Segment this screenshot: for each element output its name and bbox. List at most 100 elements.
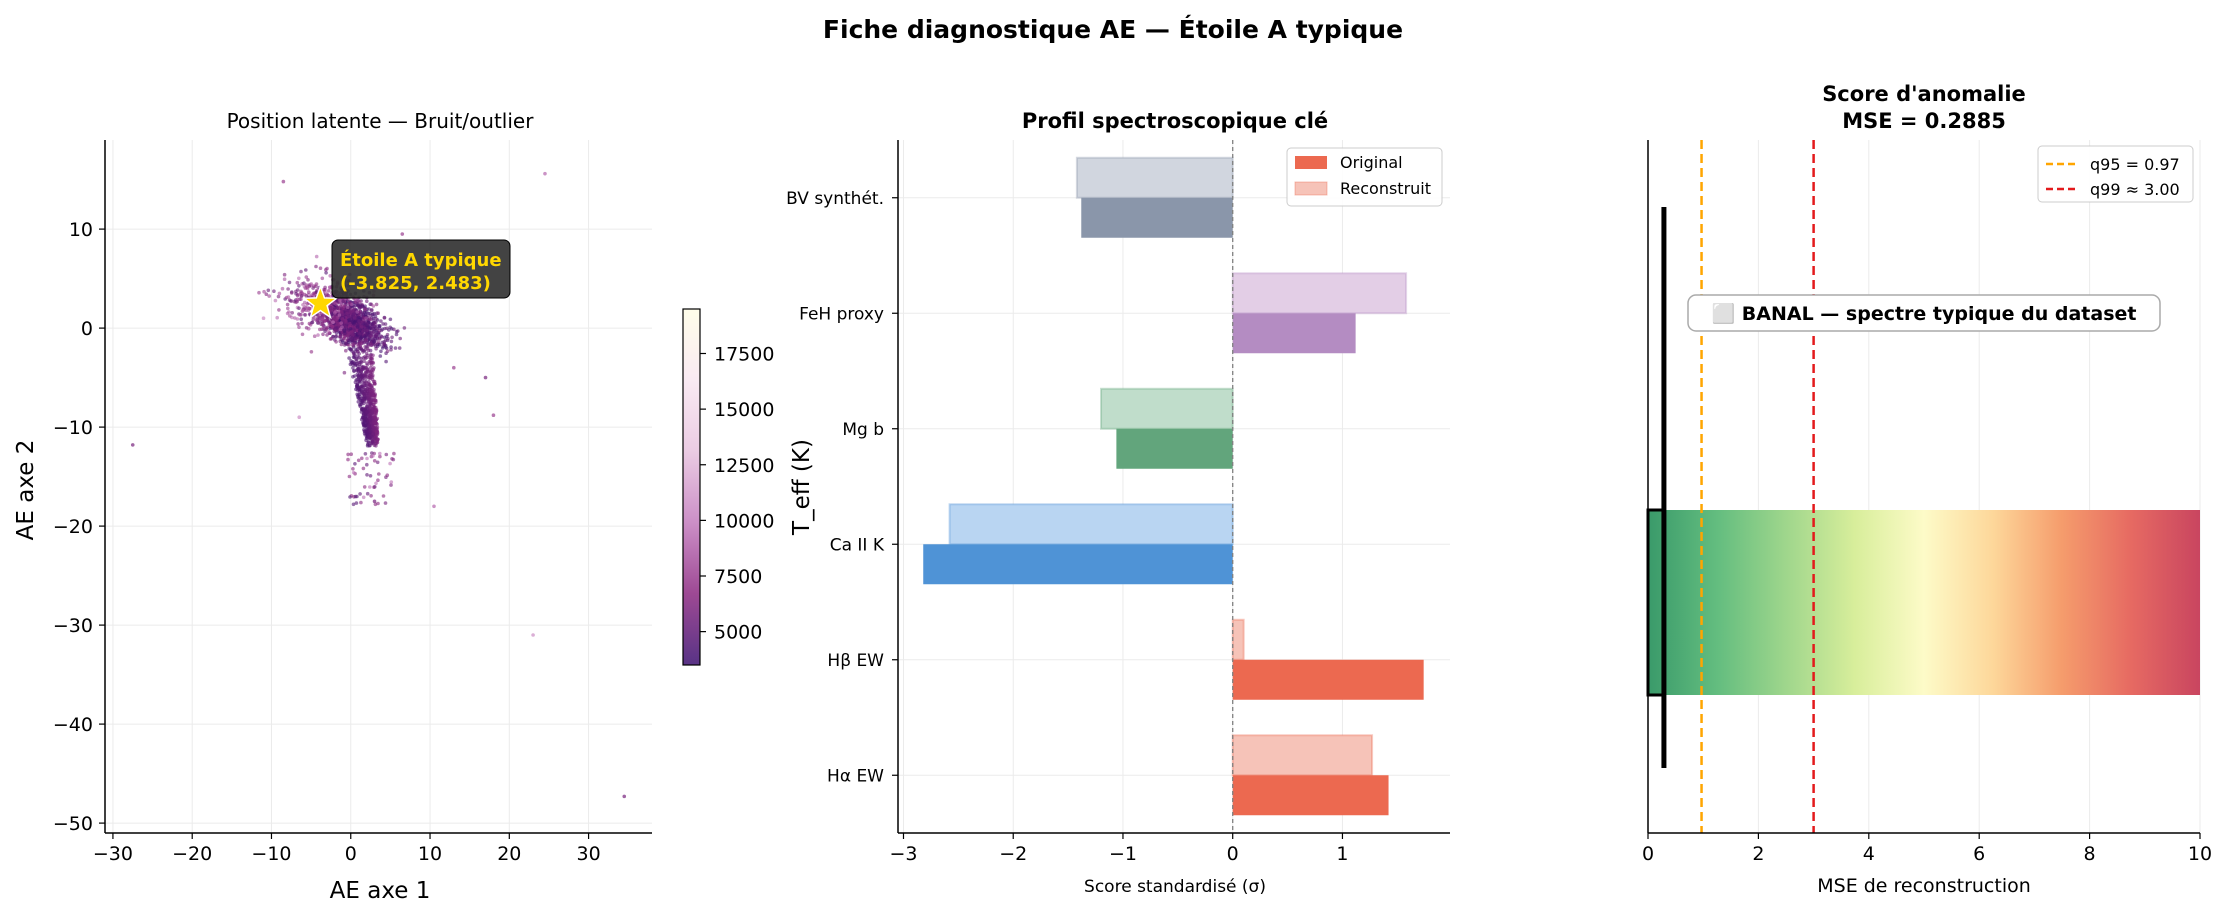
scatter-outlier-point <box>130 443 135 447</box>
scatter-point <box>320 322 325 326</box>
scatter-point <box>342 370 347 375</box>
scatter-point <box>364 312 368 317</box>
x-tick-label: −20 <box>172 843 212 865</box>
scatter-point <box>367 413 371 418</box>
scatter-point <box>360 378 365 382</box>
scatter-point <box>381 494 386 498</box>
bar-reconstruit <box>948 503 1234 546</box>
scatter-point <box>328 274 333 278</box>
anomaly-grid <box>1647 140 2201 833</box>
scatter-point <box>372 459 377 463</box>
legend-label-original: Original <box>1340 153 1403 172</box>
x-tick-label: 0 <box>1227 843 1239 865</box>
scatter-point <box>389 480 394 484</box>
colorbar-tick-label: 17500 <box>714 344 774 366</box>
x-tick-label: −1 <box>1109 843 1137 865</box>
scatter-point <box>346 314 351 319</box>
scatter-outlier-point <box>543 171 547 176</box>
scatter-point <box>370 330 374 335</box>
scatter-point <box>384 452 389 457</box>
scatter-point <box>397 346 402 350</box>
scatter-x-ticks: −30 −20 −10 0 10 20 30 <box>93 833 601 865</box>
scatter-point <box>361 356 366 360</box>
scatter-point <box>358 404 363 409</box>
scatter-point <box>352 361 357 366</box>
scatter-point <box>349 336 354 341</box>
scatter-point <box>288 314 292 318</box>
scatter-point <box>375 335 380 339</box>
anomaly-score-panel: Score d'anomalie MSE = 0.2885 0 2 4 6 8 10 MS… <box>1642 82 2212 897</box>
scatter-outlier-point <box>432 504 436 509</box>
scatter-point <box>372 379 377 384</box>
scatter-point <box>366 442 370 447</box>
legend-label-q95: q95 = 0.97 <box>2090 155 2180 174</box>
figure-title: Fiche diagnostique AE — Étoile A typique <box>823 15 1403 44</box>
scatter-point <box>329 336 334 341</box>
scatter-point <box>335 306 340 311</box>
scatter-point <box>354 387 358 392</box>
scatter-point <box>359 341 364 346</box>
scatter-point <box>365 401 369 406</box>
scatter-outlier-point <box>622 794 627 799</box>
scatter-point <box>373 398 377 402</box>
scatter-point <box>356 303 360 307</box>
scatter-point <box>383 338 388 343</box>
scatter-point <box>374 481 378 486</box>
scatter-point <box>362 485 367 489</box>
x-tick-label: 1 <box>1336 843 1348 865</box>
anomaly-title-line2: MSE = 0.2885 <box>1842 109 2006 133</box>
scatter-point <box>348 327 353 331</box>
scatter-point <box>374 302 379 307</box>
scatter-point <box>327 323 332 328</box>
scatter-point <box>342 329 347 333</box>
scatter-point <box>373 394 377 399</box>
scatter-point <box>365 473 369 477</box>
scatter-point <box>293 316 297 320</box>
scatter-point <box>361 495 366 500</box>
verdict-text: ⬜ BANAL — spectre typique du dataset <box>1712 302 2137 325</box>
verdict-box: ⬜ BANAL — spectre typique du dataset <box>1687 294 2161 332</box>
scatter-point <box>353 336 357 341</box>
scatter-point <box>362 373 367 378</box>
scatter-point <box>307 290 311 295</box>
spectro-x-ticks: −3 −2 −1 0 1 <box>889 833 1349 865</box>
scatter-point <box>287 280 292 285</box>
scatter-point <box>368 311 372 316</box>
scatter-point <box>285 311 290 316</box>
scatter-point <box>355 494 359 499</box>
scatter-point <box>371 319 376 323</box>
scatter-point <box>392 451 396 456</box>
scatter-point <box>374 346 378 351</box>
scatter-point <box>388 317 393 322</box>
scatter-point <box>309 350 314 354</box>
x-tick-label: 0 <box>345 843 357 865</box>
scatter-point <box>363 345 368 349</box>
highlight-coords: (-3.825, 2.483) <box>340 273 491 294</box>
scatter-point <box>355 382 359 387</box>
scatter-point <box>378 451 382 456</box>
scatter-point <box>330 325 335 329</box>
scatter-point <box>266 288 271 293</box>
scatter-point <box>364 316 368 321</box>
scatter-point <box>367 376 372 380</box>
scatter-point <box>359 407 364 412</box>
scatter-point <box>349 329 354 334</box>
scatter-point <box>382 316 387 320</box>
scatter-point <box>372 425 376 430</box>
scatter-outlier-point <box>297 415 302 420</box>
x-tick-label: 4 <box>1863 843 1875 865</box>
scatter-point <box>365 456 369 461</box>
legend-label-reconstruit: Reconstruit <box>1340 179 1431 198</box>
scatter-point <box>370 375 375 379</box>
bar-reconstruit <box>1231 272 1408 315</box>
colorbar-tick-label: 7500 <box>714 566 762 588</box>
scatter-point <box>379 319 383 323</box>
scatter-point <box>337 309 341 314</box>
scatter-point <box>364 338 368 342</box>
scatter-point <box>355 310 360 314</box>
scatter-point <box>342 334 347 339</box>
scatter-point <box>384 334 389 339</box>
scatter-point <box>362 397 367 402</box>
scatter-y-ticks: −50 −40 −30 −20 −10 0 10 <box>53 219 105 835</box>
scatter-point <box>318 314 322 318</box>
